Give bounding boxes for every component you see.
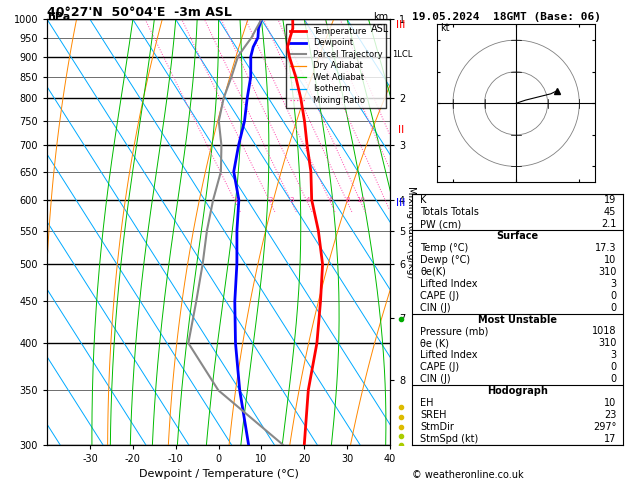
Text: 40°27'N  50°04'E  -3m ASL: 40°27'N 50°04'E -3m ASL bbox=[47, 6, 232, 19]
Text: km
ASL: km ASL bbox=[370, 12, 389, 34]
Text: 19.05.2024  18GMT (Base: 06): 19.05.2024 18GMT (Base: 06) bbox=[412, 12, 601, 22]
Text: EH: EH bbox=[420, 398, 434, 408]
Text: 23: 23 bbox=[604, 410, 616, 420]
Y-axis label: Mixing Ratio (g/kg): Mixing Ratio (g/kg) bbox=[406, 186, 416, 278]
Text: lll: lll bbox=[396, 20, 405, 30]
Text: Temp (°C): Temp (°C) bbox=[420, 243, 469, 253]
Text: 1: 1 bbox=[233, 197, 238, 203]
Text: kt: kt bbox=[440, 23, 450, 33]
Text: 297°: 297° bbox=[593, 422, 616, 432]
Text: StmSpd (kt): StmSpd (kt) bbox=[420, 434, 479, 444]
Text: PW (cm): PW (cm) bbox=[420, 219, 462, 229]
Text: ll: ll bbox=[398, 125, 404, 135]
Text: hPa: hPa bbox=[47, 12, 70, 22]
Text: 2.1: 2.1 bbox=[601, 219, 616, 229]
Text: θe(K): θe(K) bbox=[420, 267, 447, 277]
Text: 2: 2 bbox=[269, 197, 272, 203]
Text: 17.3: 17.3 bbox=[595, 243, 616, 253]
Text: 4: 4 bbox=[306, 197, 310, 203]
Text: 8: 8 bbox=[345, 197, 350, 203]
Text: Most Unstable: Most Unstable bbox=[478, 314, 557, 325]
Text: 10: 10 bbox=[604, 255, 616, 265]
X-axis label: Dewpoint / Temperature (°C): Dewpoint / Temperature (°C) bbox=[138, 469, 299, 479]
Text: 45: 45 bbox=[604, 207, 616, 217]
Text: Lifted Index: Lifted Index bbox=[420, 350, 478, 360]
Text: 17: 17 bbox=[604, 434, 616, 444]
Text: 310: 310 bbox=[598, 267, 616, 277]
Text: 0: 0 bbox=[610, 291, 616, 301]
Text: Lifted Index: Lifted Index bbox=[420, 279, 478, 289]
Text: 3: 3 bbox=[610, 350, 616, 360]
Text: 0: 0 bbox=[610, 362, 616, 372]
Text: Totals Totals: Totals Totals bbox=[420, 207, 479, 217]
Text: SREH: SREH bbox=[420, 410, 447, 420]
Text: 3: 3 bbox=[290, 197, 294, 203]
Text: Surface: Surface bbox=[496, 231, 538, 241]
Text: 0: 0 bbox=[610, 303, 616, 312]
Text: 1018: 1018 bbox=[592, 327, 616, 336]
Text: Dewp (°C): Dewp (°C) bbox=[420, 255, 470, 265]
Text: StmDir: StmDir bbox=[420, 422, 454, 432]
Text: Pressure (mb): Pressure (mb) bbox=[420, 327, 489, 336]
Text: 10: 10 bbox=[604, 398, 616, 408]
Text: K: K bbox=[420, 195, 427, 206]
Text: © weatheronline.co.uk: © weatheronline.co.uk bbox=[412, 470, 523, 480]
Text: 1LCL: 1LCL bbox=[392, 50, 413, 59]
Text: lll: lll bbox=[396, 198, 405, 208]
Text: CIN (J): CIN (J) bbox=[420, 374, 451, 384]
Text: 3: 3 bbox=[610, 279, 616, 289]
Text: Hodograph: Hodograph bbox=[487, 386, 548, 396]
Text: 10: 10 bbox=[357, 197, 365, 203]
Text: 6: 6 bbox=[328, 197, 333, 203]
Text: 19: 19 bbox=[604, 195, 616, 206]
Text: CAPE (J): CAPE (J) bbox=[420, 291, 460, 301]
Legend: Temperature, Dewpoint, Parcel Trajectory, Dry Adiabat, Wet Adiabat, Isotherm, Mi: Temperature, Dewpoint, Parcel Trajectory… bbox=[286, 24, 386, 108]
Text: CIN (J): CIN (J) bbox=[420, 303, 451, 312]
Text: θe (K): θe (K) bbox=[420, 338, 450, 348]
Text: 310: 310 bbox=[598, 338, 616, 348]
Text: CAPE (J): CAPE (J) bbox=[420, 362, 460, 372]
Text: 0: 0 bbox=[610, 374, 616, 384]
